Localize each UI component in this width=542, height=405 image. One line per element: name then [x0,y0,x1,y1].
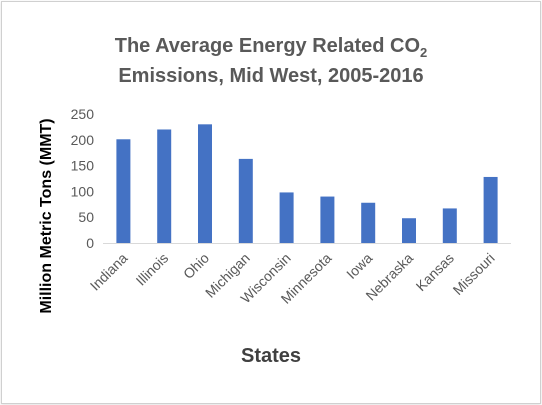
bar-illinois [157,129,172,243]
bar-ohio [198,124,212,243]
bar-minnesota [320,196,335,243]
y-tick-label: 50 [78,209,94,225]
category-label: Ohio [180,250,212,282]
x-axis-label: States [241,345,301,367]
bar-iowa [361,202,376,243]
category-label: Indiana [87,250,131,294]
y-tick-label: 0 [86,235,94,251]
y-tick-label: 250 [71,106,95,122]
category-labels: Indiana Illinois OhioMichiganWisconsinMinn… [87,250,498,307]
bar-nebraska [402,218,416,243]
bar-kansas [442,208,457,243]
category-label: Iowa [343,250,375,282]
y-tick-label: 100 [71,183,95,199]
y-tick-label: 150 [71,158,95,174]
bar-michigan [238,158,253,243]
y-tick-label: 200 [71,132,95,148]
bar-indiana [116,139,131,243]
y-axis-label: Million Metric Tons (MMT) [38,118,55,313]
y-ticks: 0 50 100 150 200 250 [71,106,95,251]
chart-title-line2: Emissions, Mid West, 2005-2016 [118,65,423,87]
chart-title-line1: The Average Energy Related CO2 [115,35,428,60]
title-subscript: 2 [420,45,427,60]
bar-wisconsin [279,192,294,243]
title-line1-main: The Average Energy Related CO [115,35,420,57]
category-label: Illinois [132,250,171,289]
category-label: Missouri [450,250,498,298]
bars [116,124,498,243]
bar-missouri [483,176,498,243]
